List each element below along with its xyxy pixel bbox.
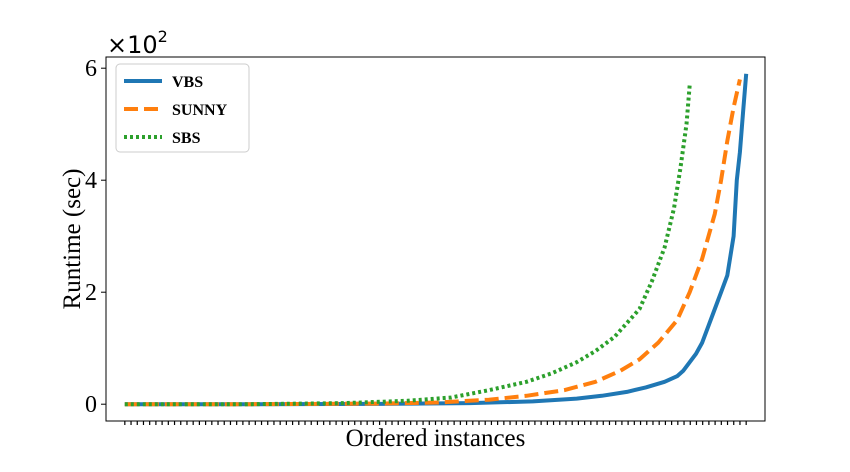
legend-label-sbs: SBS bbox=[172, 130, 201, 147]
y-axis-label: Runtime (sec) bbox=[59, 169, 86, 310]
series-line-sunny bbox=[124, 78, 742, 407]
x-axis-label: Ordered instances bbox=[346, 425, 526, 452]
series-line-sbs bbox=[124, 84, 692, 407]
y-tick-label: 4 bbox=[85, 168, 97, 194]
x-tick-marks bbox=[124, 421, 747, 425]
y-tick-label: 0 bbox=[85, 392, 97, 418]
plot-frame bbox=[105, 56, 766, 422]
y-multiplier-base: ×10 bbox=[107, 31, 158, 59]
legend-label-vbs: VBS bbox=[172, 74, 203, 91]
y-tick-label: 6 bbox=[85, 56, 97, 82]
y-multiplier-exponent: 2 bbox=[158, 27, 168, 46]
legend-label-sunny: SUNNY bbox=[172, 102, 228, 119]
y-multiplier-label: ×102 bbox=[107, 27, 168, 59]
series-line-vbs bbox=[124, 73, 749, 407]
y-axis: 0 2 4 6 bbox=[85, 56, 106, 418]
legend-box bbox=[115, 63, 250, 153]
y-tick-label: 2 bbox=[85, 280, 97, 306]
series-layer bbox=[124, 73, 749, 407]
legend: VBS SUNNY SBS bbox=[115, 63, 250, 153]
